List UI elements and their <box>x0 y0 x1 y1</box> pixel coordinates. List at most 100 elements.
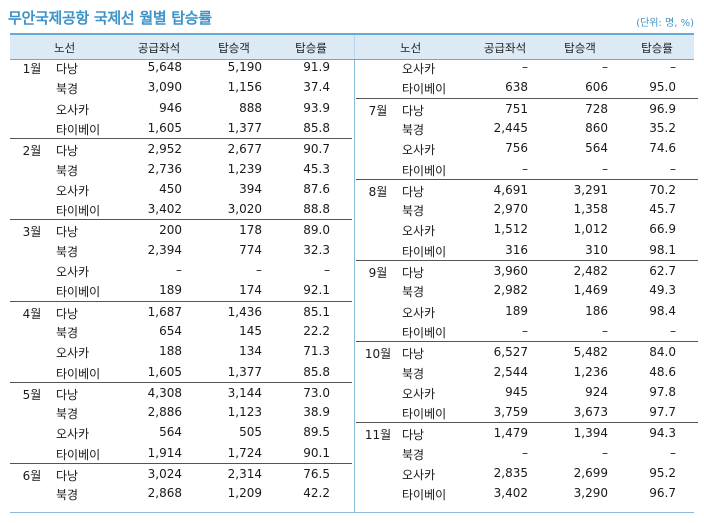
passengers-cell: 564 <box>585 141 608 156</box>
table-row: 북경 654 145 22.2 <box>10 321 352 341</box>
route-cell: 타이베이 <box>402 82 447 97</box>
table-row: 타이베이 1,605 1,377 85.8 <box>10 118 352 138</box>
table-row: 타이베이 – – – <box>356 159 698 179</box>
rate-cell: 87.6 <box>303 181 330 196</box>
seats-cell: 1,479 <box>493 426 528 441</box>
seats-cell: 2,886 <box>147 405 182 420</box>
rate-cell: 35.2 <box>649 120 676 135</box>
seats-cell: 200 <box>159 223 182 238</box>
rate-cell: 90.1 <box>303 445 330 460</box>
route-cell: 오사카 <box>56 102 90 117</box>
header-background <box>10 35 694 59</box>
seats-cell: 638 <box>505 80 528 95</box>
seats-cell: 2,952 <box>147 142 182 157</box>
table-row: 오사카 564 505 89.5 <box>10 422 352 442</box>
route-cell: 다낭 <box>56 306 79 321</box>
table-row: 북경 2,886 1,123 38.9 <box>10 402 352 422</box>
route-cell: 타이베이 <box>402 407 447 422</box>
table-row: 북경 2,736 1,239 45.3 <box>10 159 352 179</box>
passengers-cell: 5,190 <box>227 60 262 74</box>
month-cell: 11월 <box>364 428 392 443</box>
rate-cell: 45.3 <box>303 161 330 176</box>
rate-cell: 84.0 <box>649 345 676 360</box>
rate-cell: 98.1 <box>649 242 676 257</box>
table-row: 오사카 2,835 2,699 95.2 <box>356 463 698 483</box>
passengers-cell: 774 <box>239 242 262 257</box>
table-row: 타이베이 3,759 3,673 97.7 <box>356 402 698 422</box>
rate-cell: 48.6 <box>649 364 676 379</box>
right-header-row: 노선 공급좌석 탑승객 탑승률 <box>356 35 698 59</box>
route-cell: 타이베이 <box>402 488 447 503</box>
route-cell: 다낭 <box>56 144 79 159</box>
column-divider <box>354 60 355 513</box>
table-row: 오사카 946 888 93.9 <box>10 98 352 118</box>
seats-cell: 3,960 <box>493 264 528 278</box>
passengers-cell: 924 <box>585 384 608 399</box>
table-row: 10월 다낭 6,527 5,482 84.0 <box>356 341 698 362</box>
seats-cell: 1,914 <box>147 445 182 460</box>
table-row: 4월 다낭 1,687 1,436 85.1 <box>10 300 352 322</box>
header-seats: 공급좌석 <box>483 41 527 55</box>
left-header-row: 노선 공급좌석 탑승객 탑승률 <box>10 35 352 59</box>
rate-cell: 90.7 <box>303 142 330 157</box>
table-row: 9월 다낭 3,960 2,482 62.7 <box>356 260 698 281</box>
route-cell: 오사카 <box>402 143 436 158</box>
table-row: 타이베이 3,402 3,020 88.8 <box>10 199 352 219</box>
passengers-cell: 505 <box>239 425 262 440</box>
seats-cell: 189 <box>505 303 528 318</box>
rate-cell: – <box>670 323 676 338</box>
rate-cell: 88.8 <box>303 202 330 217</box>
unit-note: (단위: 명, %) <box>636 18 694 29</box>
route-cell: 북경 <box>402 285 425 300</box>
table-row: 2월 다낭 2,952 2,677 90.7 <box>10 138 352 159</box>
route-cell: 오사카 <box>402 62 436 76</box>
table-row: 오사카 1,512 1,012 66.9 <box>356 219 698 239</box>
passengers-cell: – <box>602 323 608 338</box>
month-cell: 2월 <box>22 144 42 159</box>
rate-cell: 85.8 <box>303 364 330 379</box>
table-row: 북경 – – – <box>356 443 698 463</box>
passengers-cell: 3,290 <box>573 486 608 501</box>
seats-cell: – <box>522 445 528 460</box>
table-row: 북경 2,982 1,469 49.3 <box>356 280 698 300</box>
rate-cell: 37.4 <box>303 80 330 95</box>
month-cell: 7월 <box>368 103 388 118</box>
route-cell: 북경 <box>56 163 79 178</box>
route-cell: 오사카 <box>402 305 436 320</box>
rate-cell: 95.0 <box>649 80 676 95</box>
month-cell: 8월 <box>368 184 388 199</box>
table-row: 3월 다낭 200 178 89.0 <box>10 219 352 240</box>
header-route: 노선 <box>54 41 76 55</box>
route-cell: 오사카 <box>402 224 436 239</box>
route-cell: 타이베이 <box>402 163 447 178</box>
table-row: 타이베이 1,914 1,724 90.1 <box>10 443 352 463</box>
rate-cell: – <box>670 161 676 176</box>
seats-cell: 2,835 <box>493 466 528 480</box>
route-cell: 오사카 <box>56 265 90 279</box>
passengers-cell: 1,358 <box>573 202 608 217</box>
table-row: 오사카 756 564 74.6 <box>356 138 698 158</box>
route-cell: 타이베이 <box>56 285 101 300</box>
rate-cell: 32.3 <box>303 242 330 257</box>
seats-cell: 3,402 <box>147 202 182 217</box>
route-cell: 타이베이 <box>56 204 101 219</box>
header-bottom-border <box>10 59 694 60</box>
table-row: 타이베이 – – – <box>356 321 698 341</box>
route-cell: 다낭 <box>56 62 79 76</box>
passengers-cell: 2,314 <box>227 467 262 481</box>
passengers-cell: 2,699 <box>573 466 608 480</box>
rate-cell: 70.2 <box>649 182 676 197</box>
month-cell: 10월 <box>364 347 392 362</box>
seats-cell: 189 <box>159 283 182 298</box>
seats-cell: 2,970 <box>493 202 528 217</box>
seats-cell: 2,445 <box>493 120 528 135</box>
seats-cell: 2,544 <box>493 364 528 379</box>
rate-cell: 91.9 <box>303 60 330 74</box>
month-cell: 6월 <box>22 469 42 483</box>
rate-cell: 62.7 <box>649 264 676 278</box>
seats-cell: 4,691 <box>493 182 528 197</box>
seats-cell: 1,512 <box>493 222 528 237</box>
table-row: 타이베이 316 310 98.1 <box>356 240 698 260</box>
passengers-cell: 1,394 <box>573 426 608 441</box>
route-cell: 북경 <box>402 366 425 381</box>
